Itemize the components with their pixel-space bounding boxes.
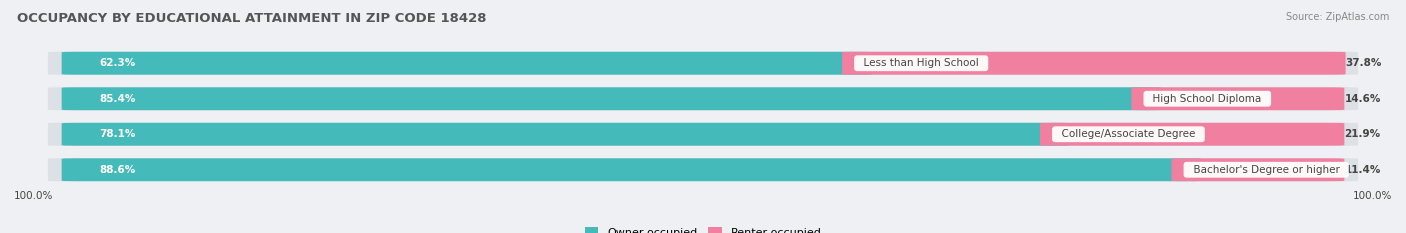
FancyBboxPatch shape: [842, 52, 1346, 75]
Text: Source: ZipAtlas.com: Source: ZipAtlas.com: [1285, 12, 1389, 22]
FancyBboxPatch shape: [1171, 158, 1344, 181]
FancyBboxPatch shape: [62, 52, 872, 75]
FancyBboxPatch shape: [62, 87, 1161, 110]
Text: Bachelor's Degree or higher: Bachelor's Degree or higher: [1187, 165, 1346, 175]
Text: 11.4%: 11.4%: [1344, 165, 1381, 175]
Legend: Owner-occupied, Renter-occupied: Owner-occupied, Renter-occupied: [581, 223, 825, 233]
FancyBboxPatch shape: [48, 51, 1358, 75]
Text: OCCUPANCY BY EDUCATIONAL ATTAINMENT IN ZIP CODE 18428: OCCUPANCY BY EDUCATIONAL ATTAINMENT IN Z…: [17, 12, 486, 25]
FancyBboxPatch shape: [62, 158, 1202, 181]
FancyBboxPatch shape: [62, 123, 1070, 146]
Text: 14.6%: 14.6%: [1344, 94, 1381, 104]
Text: 88.6%: 88.6%: [100, 165, 135, 175]
Text: 62.3%: 62.3%: [100, 58, 135, 68]
FancyBboxPatch shape: [48, 158, 1358, 182]
Text: College/Associate Degree: College/Associate Degree: [1054, 129, 1202, 139]
FancyBboxPatch shape: [48, 123, 1358, 146]
Text: Less than High School: Less than High School: [858, 58, 986, 68]
Text: 21.9%: 21.9%: [1344, 129, 1381, 139]
FancyBboxPatch shape: [1132, 87, 1344, 110]
FancyBboxPatch shape: [48, 87, 1358, 110]
Text: High School Diploma: High School Diploma: [1146, 94, 1268, 104]
Text: 37.8%: 37.8%: [1346, 58, 1382, 68]
Text: 85.4%: 85.4%: [100, 94, 135, 104]
Text: 100.0%: 100.0%: [1353, 191, 1392, 201]
FancyBboxPatch shape: [1040, 123, 1344, 146]
Text: 78.1%: 78.1%: [100, 129, 135, 139]
Text: 100.0%: 100.0%: [14, 191, 53, 201]
